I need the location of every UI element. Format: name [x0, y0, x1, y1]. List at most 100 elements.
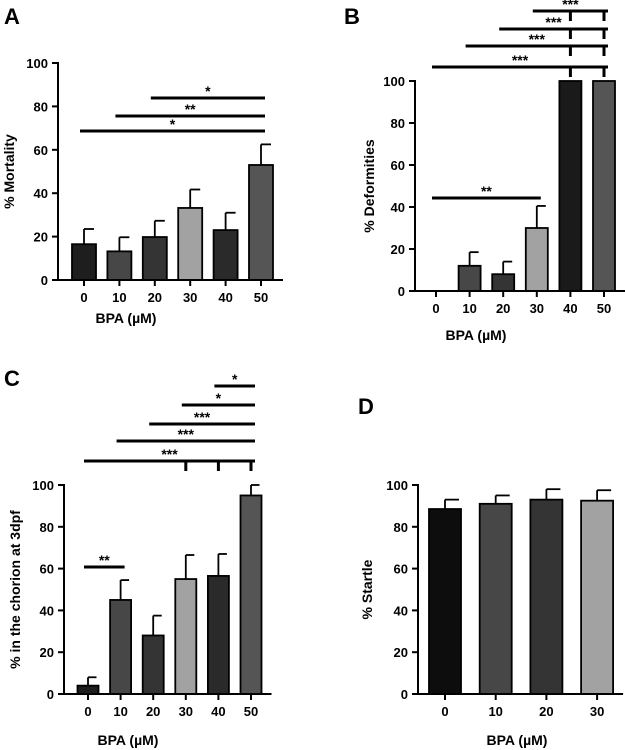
significance-bar: **	[84, 552, 125, 569]
y-tick-label: 100	[383, 74, 405, 89]
x-tick-label: 10	[462, 301, 476, 316]
y-tick-label: 80	[391, 116, 405, 131]
significance-bar: **	[115, 101, 265, 118]
error-bar-10	[494, 494, 510, 504]
y-tick-label: 60	[34, 143, 48, 158]
significance-bar: ***	[532, 0, 608, 21]
bar-30	[174, 578, 198, 695]
y-tick-label: 100	[32, 478, 54, 493]
significance-bar: *	[214, 371, 255, 388]
x-axis-title: BPA (µM)	[487, 732, 548, 748]
significance-bar: ***	[432, 52, 608, 77]
bar-50	[592, 80, 616, 292]
significance-label: **	[99, 552, 110, 568]
x-tick-label: 50	[254, 290, 268, 305]
x-tick-label: 0	[441, 704, 448, 719]
bar-30	[580, 499, 614, 695]
x-tick-label: 10	[112, 290, 126, 305]
error-bar-10	[118, 236, 130, 252]
bar-50	[248, 164, 274, 281]
panel-d: D 0 20 40 60 80 100 0 10 20 30 BPA (µM) % Startle	[358, 394, 624, 748]
y-tick-label: 60	[391, 158, 405, 173]
x-tick-label: 20	[539, 704, 553, 719]
bar-40	[212, 229, 239, 281]
x-axis-title: BPA (µM)	[98, 732, 159, 748]
x-tick-label: 10	[113, 704, 127, 719]
error-bar-20	[545, 488, 561, 500]
x-tick-label: 30	[179, 704, 193, 719]
y-tick-label: 40	[40, 603, 54, 618]
bar-10	[478, 502, 513, 695]
panel-letter: C	[4, 366, 20, 391]
y-axis-title: % in the chorion at 3dpf	[7, 510, 23, 669]
error-bar-40	[224, 211, 236, 231]
y-tick-label: 100	[26, 56, 48, 71]
x-tick-label: 40	[218, 290, 232, 305]
bar-10	[106, 250, 133, 281]
error-bar-20	[152, 614, 162, 636]
error-bar-0	[444, 498, 459, 510]
x-tick-label: 50	[244, 704, 258, 719]
significance-label: ***	[512, 52, 529, 68]
bar-0	[71, 243, 97, 281]
error-bar-30	[184, 554, 195, 580]
x-tick-label: 20	[496, 301, 510, 316]
x-tick-label: 10	[488, 704, 502, 719]
panel-a: A 0 20 40 60 80 100 0 10 20 30 40 50 BPA (µM) % Mortal…	[1, 4, 283, 326]
panel-c: C 0 20 40 60 80 100 0 10 20 30 40 50 BPA (µM) % in the…	[4, 366, 272, 748]
x-tick-label: 30	[590, 704, 604, 719]
significance-bar: ***	[149, 409, 255, 426]
x-tick-label: 30	[530, 301, 544, 316]
bar-20	[491, 273, 516, 292]
significance-bar: **	[432, 183, 541, 200]
y-tick-label: 40	[391, 200, 405, 215]
significance-bar: ***	[116, 426, 255, 443]
y-tick-label: 0	[41, 273, 48, 288]
y-tick-label: 100	[386, 478, 408, 493]
x-axis-title: BPA (µM)	[446, 327, 507, 343]
y-tick-label: 0	[47, 687, 54, 702]
significance-label: ***	[529, 31, 546, 47]
x-axis-title: BPA (µM)	[96, 310, 157, 326]
bar-20	[141, 236, 168, 281]
panel-b: B 0 20 40 60 80 100 0 10 20 30 40 50 BPA (µM) % Deform…	[344, 0, 625, 343]
y-tick-label: 80	[40, 520, 54, 535]
x-tick-label: 0	[84, 704, 91, 719]
significance-label: ***	[178, 426, 195, 442]
x-tick-label: 0	[432, 301, 439, 316]
error-bar-30	[535, 205, 546, 228]
significance-label: ***	[194, 409, 211, 425]
bar-20	[141, 634, 165, 695]
significance-label: *	[170, 116, 176, 132]
error-bar-0	[83, 228, 94, 245]
significance-bar: ***	[465, 31, 608, 56]
y-tick-label: 20	[394, 645, 408, 660]
significance-label: *	[205, 83, 211, 99]
significance-label: **	[481, 183, 492, 199]
significance-label: **	[185, 101, 196, 117]
y-tick-label: 80	[394, 520, 408, 535]
error-bar-50	[250, 484, 260, 496]
x-tick-label: 50	[597, 301, 611, 316]
bar-30	[524, 227, 549, 292]
y-tick-label: 0	[398, 284, 405, 299]
significance-label: ***	[161, 446, 178, 462]
error-bar-0	[87, 676, 97, 686]
x-tick-label: 20	[146, 704, 160, 719]
y-tick-label: 60	[40, 562, 54, 577]
bar-0	[76, 684, 100, 695]
x-tick-label: 20	[148, 290, 162, 305]
x-tick-label: 40	[563, 301, 577, 316]
significance-bar: ***	[499, 14, 608, 39]
error-bar-30	[189, 188, 201, 208]
significance-label: *	[232, 371, 238, 387]
error-bar-10	[468, 251, 479, 266]
y-tick-label: 80	[34, 99, 48, 114]
x-tick-label: 30	[183, 290, 197, 305]
error-bar-20	[153, 219, 165, 238]
significance-label: ***	[545, 14, 562, 30]
significance-bar: *	[181, 390, 255, 407]
bar-40	[558, 80, 583, 292]
error-bar-20	[502, 260, 513, 275]
